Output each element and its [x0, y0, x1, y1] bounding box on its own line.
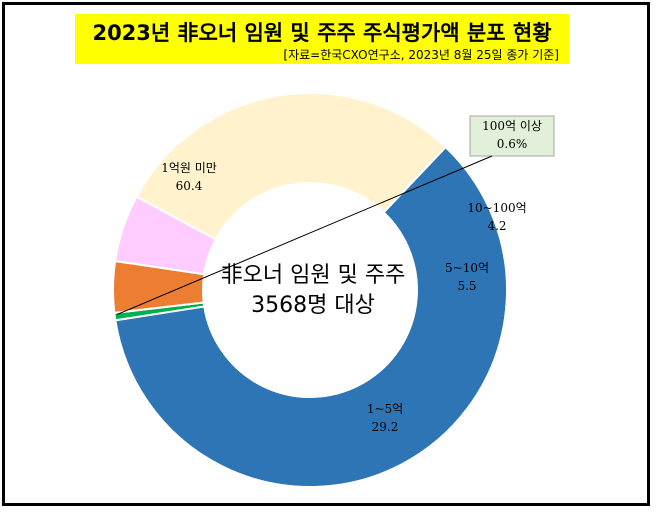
donut-slice-1	[114, 145, 508, 488]
leader-line	[116, 155, 493, 316]
center-label-line1: 非오너 임원 및 주주	[221, 263, 406, 288]
data-label-5: 1~5억 29.2	[367, 402, 403, 434]
label-value: 29.2	[372, 420, 399, 434]
donut-slice-5	[135, 92, 448, 241]
label-value: 5.5	[457, 279, 476, 293]
label-value: 60.4	[176, 179, 203, 193]
label-value: 4.2	[487, 219, 506, 233]
label-box	[469, 115, 555, 157]
label-category: 5~10억	[445, 261, 489, 275]
data-label-1: 1억원 미만 60.4	[161, 161, 217, 193]
center-label-line2: 3568명 대상	[251, 293, 375, 318]
label-category: 10~100억	[467, 201, 526, 215]
label-value: 0.6%	[497, 137, 528, 151]
data-label-4: 5~10억 5.5	[445, 261, 489, 293]
label-category: 1~5억	[367, 402, 403, 416]
data-label-3: 10~100억 4.2	[467, 201, 526, 233]
data-label-2: 100억 이상 0.6%	[116, 115, 555, 316]
label-category: 100억 이상	[482, 119, 542, 133]
chart-title: 2023년 非오너 임원 및 주주 주식평가액 분포 현황	[92, 21, 552, 45]
source-note: [자료=한국CXO연구소, 2023년 8월 25일 종가 기준]	[283, 48, 559, 62]
donut-slices	[112, 92, 508, 488]
title-banner: 2023년 非오너 임원 및 주주 주식평가액 분포 현황 [자료=한국CXO연…	[75, 14, 569, 64]
label-category: 1억원 미만	[161, 161, 217, 175]
